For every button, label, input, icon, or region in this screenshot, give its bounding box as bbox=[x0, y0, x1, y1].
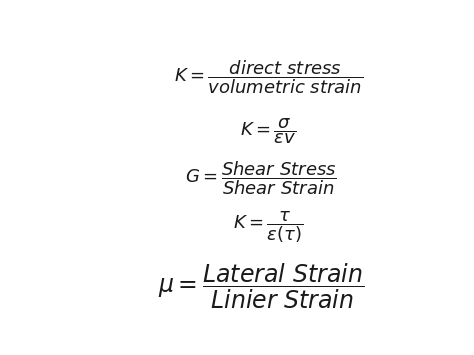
Text: $\mu = \dfrac{Lateral\ Strain}{Linier\ Strain}$: $\mu = \dfrac{Lateral\ Strain}{Linier\ S… bbox=[158, 261, 365, 311]
Text: $G = \dfrac{Shear\ Stress}{Shear\ Strain}$: $G = \dfrac{Shear\ Stress}{Shear\ Strain… bbox=[185, 159, 337, 197]
Text: $K = \dfrac{direct\ stress}{volumetric\ strain}$: $K = \dfrac{direct\ stress}{volumetric\ … bbox=[174, 58, 363, 95]
Text: $K = \dfrac{\sigma}{\varepsilon v}$: $K = \dfrac{\sigma}{\varepsilon v}$ bbox=[240, 117, 297, 146]
Text: $K = \dfrac{\tau}{\varepsilon(\tau)}$: $K = \dfrac{\tau}{\varepsilon(\tau)}$ bbox=[233, 209, 304, 245]
